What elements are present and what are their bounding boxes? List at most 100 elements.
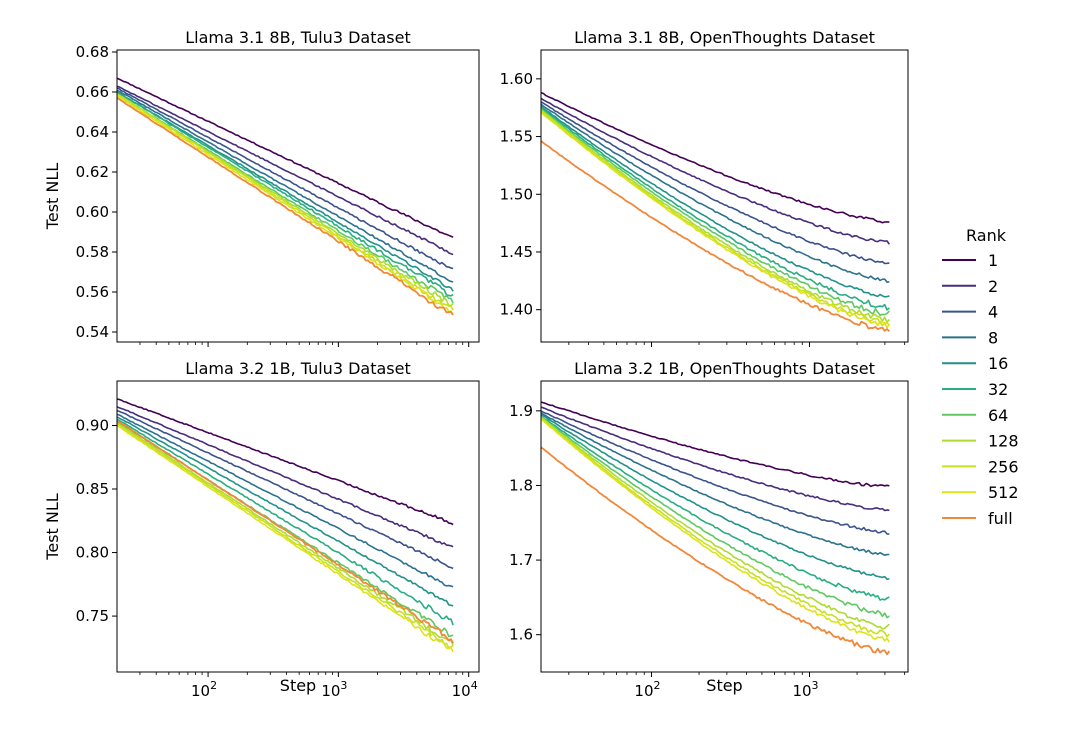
legend-label: 512 (988, 483, 1019, 502)
series-line-256 (541, 417, 890, 638)
y-tick-label: 0.56 (76, 283, 109, 301)
legend-entry-1: 1 (942, 251, 998, 270)
legend-label: 32 (988, 380, 1008, 399)
series-line-256 (117, 423, 454, 649)
legend-title: Rank (966, 226, 1007, 245)
legend-label: 64 (988, 406, 1008, 425)
panel-title: Llama 3.1 8B, OpenThoughts Dataset (574, 28, 875, 47)
panel-2: 1.40 1.45 1.50 1.55 1.60 Llama 3.1 8B, OpenTh… (500, 28, 909, 347)
y-tick-label: 1.8 (509, 476, 533, 494)
legend-label: 8 (988, 328, 998, 347)
y-tick-label: 0.80 (76, 544, 109, 562)
legend-entry-8: 8 (942, 328, 998, 347)
series-line-8 (541, 103, 890, 283)
series-line-32 (117, 91, 454, 297)
series-line-2 (541, 97, 890, 245)
legend: Rank 1 2 4 8 16 32 64 128 256 512 full (942, 226, 1019, 528)
series-line-1 (541, 91, 890, 224)
series-line-16 (117, 416, 454, 607)
series-group (117, 398, 454, 653)
y-tick-label: 0.66 (76, 83, 109, 101)
legend-label: 2 (988, 277, 998, 296)
series-line-32 (541, 415, 890, 601)
axes-frame (116, 380, 480, 673)
panel-title: Llama 3.2 1B, Tulu3 Dataset (185, 359, 411, 378)
y-axis-label: Test NLL (43, 493, 62, 560)
series-line-16 (541, 413, 890, 581)
series-line-4 (117, 87, 454, 270)
panel-title: Llama 3.2 1B, OpenThoughts Dataset (574, 359, 875, 378)
series-group (541, 91, 891, 333)
legend-entry-4: 4 (942, 303, 998, 322)
series-line-full (541, 446, 891, 656)
series-line-128 (117, 422, 454, 646)
axes-frame (116, 49, 480, 343)
legend-label: full (988, 509, 1013, 528)
y-tick-label: 0.90 (76, 416, 109, 434)
y-tick-label: 0.58 (76, 243, 109, 261)
series-line-512 (541, 418, 891, 643)
axes-frame (540, 380, 909, 673)
legend-label: 16 (988, 354, 1008, 373)
series-line-512 (117, 95, 454, 316)
series-line-4 (541, 410, 890, 535)
series-line-2 (541, 406, 890, 512)
panel-title: Llama 3.1 8B, Tulu3 Dataset (185, 28, 411, 47)
series-line-4 (541, 101, 890, 265)
axes-frame (540, 49, 909, 343)
series-line-512 (117, 425, 454, 653)
series-line-128 (541, 109, 890, 324)
y-axis-label: Test NLL (43, 163, 62, 230)
series-line-128 (541, 416, 890, 630)
y-tick-label: 0.60 (76, 203, 109, 221)
series-group (117, 77, 454, 316)
legend-entry-16: 16 (942, 354, 1008, 373)
legend-entry-2: 2 (942, 277, 998, 296)
series-line-32 (117, 418, 454, 626)
series-line-32 (541, 106, 890, 311)
y-tick-label: 0.85 (76, 480, 109, 498)
y-tick-label: 0.75 (76, 607, 109, 625)
series-line-full (117, 97, 454, 316)
legend-entry-64: 64 (942, 406, 1008, 425)
series-line-1 (541, 401, 890, 488)
y-tick-label: 1.60 (500, 70, 533, 88)
y-tick-label: 1.9 (509, 402, 533, 420)
legend-label: 128 (988, 432, 1019, 451)
x-axis-label: Step (706, 676, 742, 695)
series-group (541, 401, 891, 656)
series-line-1 (117, 77, 454, 238)
series-line-8 (117, 89, 454, 283)
series-line-64 (541, 416, 890, 619)
legend-entry-32: 32 (942, 380, 1008, 399)
y-tick-label: 0.68 (76, 43, 109, 61)
series-line-64 (541, 108, 890, 316)
legend-label: 256 (988, 457, 1019, 476)
legend-entry-512: 512 (942, 483, 1019, 502)
y-tick-label: 1.7 (509, 551, 533, 569)
series-line-8 (541, 412, 890, 556)
y-tick-label: 1.50 (500, 185, 533, 203)
legend-label: 1 (988, 251, 998, 270)
y-tick-label: 1.40 (500, 301, 533, 319)
y-tick-label: 1.6 (509, 626, 533, 644)
y-tick-label: 0.62 (76, 163, 109, 181)
series-line-8 (117, 413, 454, 588)
legend-entry-full: full (942, 509, 1013, 528)
series-line-256 (117, 93, 454, 311)
legend-entry-128: 128 (942, 432, 1019, 451)
x-axis-label: Step (280, 676, 316, 695)
y-tick-label: 1.55 (500, 128, 533, 146)
y-tick-label: 1.45 (500, 243, 533, 261)
series-line-4 (117, 409, 454, 570)
series-line-full (541, 140, 890, 333)
legend-label: 4 (988, 303, 998, 322)
series-line-2 (117, 406, 454, 548)
series-line-2 (117, 85, 454, 256)
series-line-512 (541, 111, 891, 329)
series-line-full (117, 419, 454, 644)
y-tick-label: 0.64 (76, 123, 109, 141)
panel-1: 0.54 0.56 0.58 0.60 0.62 0.64 0.66 0.68 Llama 3.… (43, 28, 480, 347)
